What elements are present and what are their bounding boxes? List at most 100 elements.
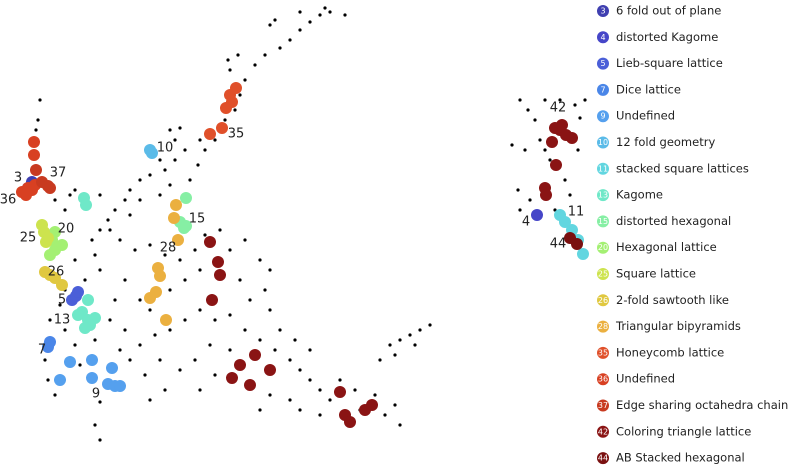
point [263, 288, 267, 292]
point [163, 168, 167, 172]
cluster-point [172, 234, 184, 246]
point [128, 358, 132, 362]
point [318, 388, 322, 392]
point [198, 388, 202, 392]
point [238, 278, 242, 282]
point [90, 238, 94, 242]
point [34, 128, 38, 132]
cluster-label: 3 [14, 171, 22, 186]
legend-label: Dice lattice [616, 82, 681, 96]
point [328, 10, 332, 14]
point [528, 198, 532, 202]
cluster-point [28, 149, 40, 161]
point [193, 248, 197, 252]
point [98, 400, 102, 404]
point [218, 228, 222, 232]
point [318, 413, 322, 417]
legend-label: Hexagonal lattice [616, 240, 717, 254]
cluster-point [214, 269, 226, 281]
point [143, 373, 147, 377]
point [108, 228, 112, 232]
point [253, 63, 257, 67]
point [293, 338, 297, 342]
legend-marker [597, 373, 609, 386]
point [318, 13, 322, 17]
cluster-label: 7 [38, 343, 46, 358]
cluster-point [212, 256, 224, 268]
cluster-point [79, 322, 91, 334]
cluster-point [54, 374, 66, 386]
legend-label: 6 fold out of plane [616, 4, 721, 18]
point [273, 348, 277, 352]
point [526, 108, 530, 112]
point [208, 343, 212, 347]
cluster-label: 20 [58, 222, 75, 237]
point [188, 178, 192, 182]
point [108, 318, 112, 322]
point [168, 128, 172, 132]
point [173, 158, 177, 162]
point [543, 148, 547, 152]
point [398, 423, 402, 427]
point [123, 328, 127, 332]
legend-label: Undefined [616, 109, 675, 123]
legend-label: Kagome [616, 188, 663, 202]
cluster-point [42, 341, 54, 353]
cluster-point [170, 199, 182, 211]
legend-marker [597, 425, 609, 438]
point [263, 53, 267, 57]
cluster-point [220, 102, 232, 114]
point [418, 328, 422, 332]
legend-label: Lieb-square lattice [616, 56, 723, 70]
point [228, 68, 232, 72]
cluster-point [206, 294, 218, 306]
cluster-point [106, 362, 118, 374]
cluster-point [540, 189, 552, 201]
cluster-point [44, 249, 56, 261]
point [128, 188, 132, 192]
cluster-label: 15 [189, 212, 206, 227]
legend-label: Undefined [616, 372, 675, 386]
point [178, 368, 182, 372]
legend-number: 3 [600, 7, 605, 16]
legend-number: 36 [598, 375, 608, 384]
point [58, 303, 62, 307]
cluster-label: 10 [157, 141, 174, 156]
cluster-point [334, 386, 346, 398]
point [183, 148, 187, 152]
point [563, 178, 567, 182]
cluster-point [264, 364, 276, 376]
legend-marker [597, 215, 609, 228]
cluster-point [114, 380, 126, 392]
point [148, 243, 152, 247]
legend-label: Coloring triangle lattice [616, 424, 751, 438]
point [518, 98, 522, 102]
point [213, 373, 217, 377]
cluster-point [86, 354, 98, 366]
point [148, 308, 152, 312]
cluster-point [144, 292, 156, 304]
legend-number: 5 [600, 59, 605, 68]
cluster-point [72, 309, 84, 321]
point [228, 248, 232, 252]
point [298, 28, 302, 32]
cluster-point [30, 164, 42, 176]
point [38, 98, 42, 102]
cluster-label: 26 [48, 265, 65, 280]
legend-number: 37 [598, 401, 608, 410]
point [163, 253, 167, 257]
point [298, 368, 302, 372]
point [158, 158, 162, 162]
legend-number: 26 [598, 296, 608, 305]
point [573, 103, 577, 107]
point [298, 10, 302, 14]
legend-number: 35 [598, 348, 608, 357]
point [268, 268, 272, 272]
legend-number: 25 [598, 270, 608, 279]
point [203, 233, 207, 237]
point [138, 198, 142, 202]
point [148, 173, 152, 177]
legend-number: 44 [598, 454, 608, 463]
point [308, 348, 312, 352]
point [558, 98, 562, 102]
